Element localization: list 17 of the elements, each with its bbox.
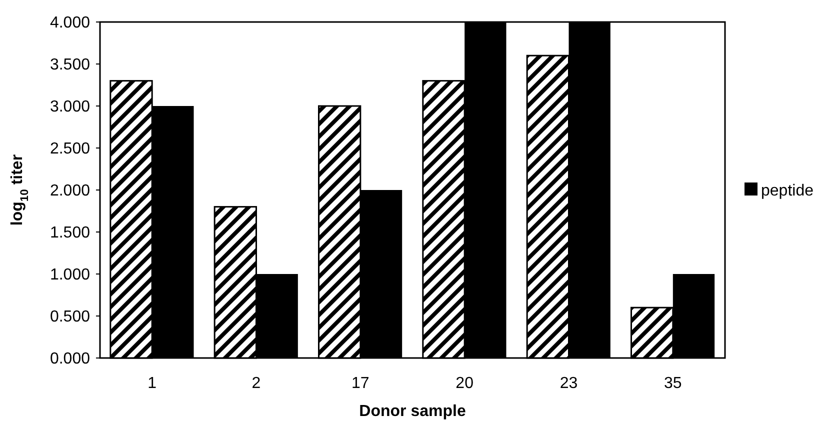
x-tick-label: 35 — [664, 375, 682, 392]
y-tick-label: 0.000 — [50, 350, 90, 368]
y-tick-label: 2.000 — [50, 182, 90, 200]
x-tick-label: 2 — [252, 375, 261, 392]
y-tick-label: 0.500 — [50, 308, 90, 326]
legend-label: peptide — [761, 182, 814, 200]
y-tick-label: 3.500 — [50, 56, 90, 74]
y-tick-label: 3.000 — [50, 98, 90, 116]
x-tick-label: 23 — [560, 375, 578, 392]
y-tick-label: 4.000 — [50, 14, 90, 32]
y-tick-label: 1.500 — [50, 224, 90, 242]
y-tick-label: 2.500 — [50, 140, 90, 158]
x-tick-label: 17 — [352, 375, 370, 392]
x-tick-label: 1 — [148, 375, 157, 392]
x-axis-title: Donor sample — [359, 403, 466, 420]
x-tick-label: 20 — [456, 375, 474, 392]
y-tick-label: 1.000 — [50, 266, 90, 284]
